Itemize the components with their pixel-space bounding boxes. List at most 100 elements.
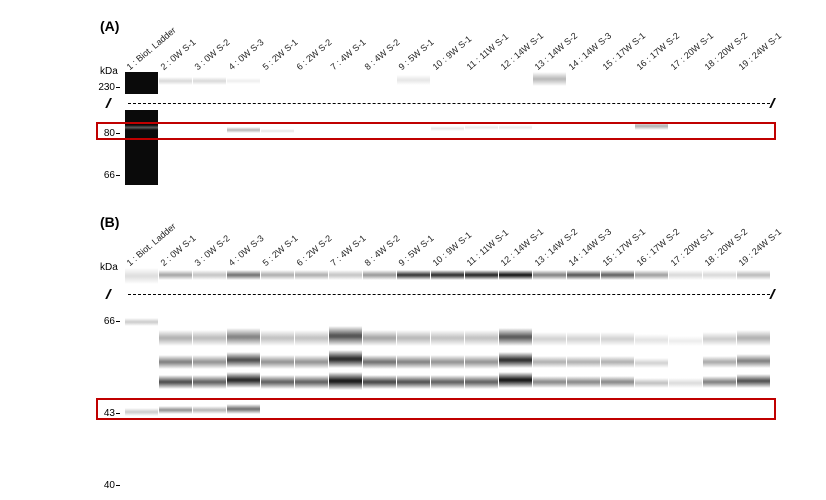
gel-band (193, 77, 226, 85)
gel-band (193, 375, 226, 389)
gel-band (601, 332, 634, 346)
gel-band (669, 270, 702, 280)
gel-lane (669, 72, 702, 94)
gel-band (635, 358, 668, 368)
gel-band (295, 375, 328, 389)
gel-band (499, 352, 532, 368)
gel-band (601, 270, 634, 280)
gel-band (193, 330, 226, 346)
mw-label: 230 (95, 82, 115, 93)
lane-label: 5 : 2W S-1 (261, 233, 300, 268)
gel-band (567, 332, 600, 346)
gel-band (567, 356, 600, 368)
gel-band (363, 270, 396, 280)
gel-band (329, 326, 362, 346)
panel-a-gel-row1 (125, 72, 771, 94)
gel-band (159, 375, 192, 389)
panel-a-slash-left: // (106, 95, 108, 111)
gel-band (533, 356, 566, 368)
gel-band (227, 372, 260, 388)
gel-band (125, 268, 158, 284)
gel-lane (499, 72, 532, 94)
panel-b-highlight-box (96, 398, 776, 420)
gel-band (397, 355, 430, 369)
gel-lane (601, 72, 634, 94)
gel-band (125, 318, 158, 326)
mw-label: 66 (95, 316, 115, 327)
mw-label: 66 (95, 170, 115, 181)
gel-band (227, 328, 260, 346)
gel-band (295, 355, 328, 369)
gel-lane (567, 72, 600, 94)
gel-band (499, 328, 532, 346)
gel-band (295, 330, 328, 346)
gel-lane (431, 72, 464, 94)
mw-label: 40 (95, 480, 115, 491)
gel-band (567, 376, 600, 388)
gel-band (737, 354, 770, 368)
gel-band (125, 72, 158, 94)
gel-band (533, 376, 566, 388)
lane-label: 3 : 0W S-2 (193, 37, 232, 72)
panel-b-gel-row1 (125, 268, 771, 284)
gel-band (737, 330, 770, 346)
gel-band (703, 332, 736, 346)
gel-band (431, 330, 464, 346)
gel-band (363, 375, 396, 389)
panel-a-dash (128, 103, 770, 104)
lane-label: 8 : 4W S-2 (363, 37, 402, 72)
panel-b-label: (B) (100, 214, 119, 230)
gel-band (363, 355, 396, 369)
gel-lane (703, 72, 736, 94)
gel-band (737, 374, 770, 388)
panel-b-dash (128, 294, 770, 295)
gel-band (635, 334, 668, 346)
gel-band (533, 332, 566, 346)
gel-band (397, 330, 430, 346)
gel-band (397, 270, 430, 280)
gel-lane (737, 72, 770, 94)
gel-band (261, 270, 294, 280)
gel-band (329, 270, 362, 280)
panel-a-highlight-box (96, 122, 776, 140)
gel-band (159, 355, 192, 369)
gel-band (227, 270, 260, 280)
gel-band (669, 336, 702, 346)
lane-label: 7 : 4W S-1 (329, 37, 368, 72)
lane-label: 5 : 2W S-1 (261, 37, 300, 72)
lane-label: 6 : 2W S-2 (295, 37, 334, 72)
gel-band (431, 375, 464, 389)
gel-band (601, 356, 634, 368)
lane-label: 9 : 5W S-1 (397, 233, 436, 268)
lane-label: 9 : 5W S-1 (397, 37, 436, 72)
lane-label: 8 : 4W S-2 (363, 233, 402, 268)
panel-a-kda: kDa (100, 66, 118, 77)
gel-band (635, 270, 668, 280)
gel-lane (261, 72, 294, 94)
gel-band (533, 270, 566, 280)
gel-band (397, 375, 430, 389)
gel-band (465, 375, 498, 389)
gel-band (397, 75, 430, 85)
gel-band (669, 378, 702, 388)
gel-band (261, 330, 294, 346)
gel-band (703, 270, 736, 280)
panel-a-label: (A) (100, 18, 119, 34)
lane-label: 6 : 2W S-2 (295, 233, 334, 268)
gel-band (737, 270, 770, 280)
gel-band (431, 355, 464, 369)
gel-lane (295, 72, 328, 94)
gel-lane (363, 72, 396, 94)
gel-band (363, 330, 396, 346)
lane-label: 4 : 0W S-3 (227, 37, 266, 72)
figure-root: (A) kDa 1 : Biot. Ladder2 : 0W S-13 : 0W… (0, 0, 826, 500)
gel-lane (329, 72, 362, 94)
gel-band (703, 376, 736, 388)
gel-band (601, 376, 634, 388)
lane-label: 4 : 0W S-3 (227, 233, 266, 268)
gel-band (295, 270, 328, 280)
gel-band (499, 270, 532, 280)
gel-band (159, 270, 192, 280)
gel-band (193, 355, 226, 369)
gel-band (329, 350, 362, 368)
